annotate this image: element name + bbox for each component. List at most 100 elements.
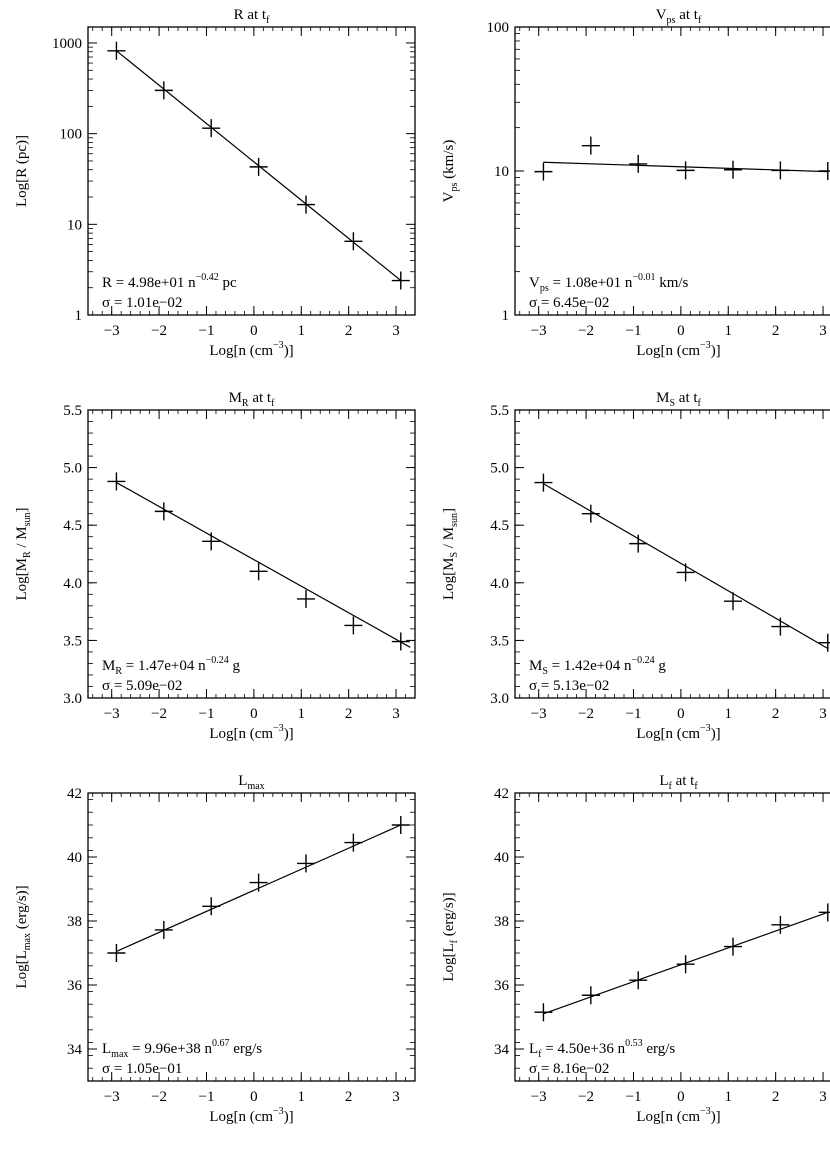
fit-sigma: σ = 8.16e−02 [529,1061,609,1077]
data-point [534,1003,553,1022]
y-tick-label: 10 [494,164,509,180]
data-point [629,971,648,990]
plot-frame [514,409,830,699]
x-tick-label: 1 [725,323,733,339]
chart-panel-4: −3 −2 −1 0 1 2 3 3.0 3.5 4.0 4.5 5.0 5.5 MS at tf Log[… [441,390,830,742]
data-point [391,271,410,290]
data-point [107,944,126,962]
y-tick-label: 100 [60,127,83,143]
chart-title: Lf at tf [659,773,698,792]
data-point [297,195,315,214]
x-tick-label: −1 [625,1089,641,1105]
x-axis-label: Log[n (cm−3)] [636,723,720,742]
plot-frame [87,409,416,699]
fit-equation: Lmax = 9.96e+38 n0.67 erg/s [102,1038,262,1060]
chart-title: Vps at tf [656,7,702,26]
fit-equation: MR = 1.47e+04 n−0.24 g [102,655,240,677]
data-point [676,955,695,974]
chart-panel-6: −3 −2 −1 0 1 2 3 34 36 38 40 42 Lf at tf Log[n (cm−3)… [441,773,830,1125]
data-point [202,897,221,916]
data-point [581,136,600,155]
x-tick-label: 3 [819,706,827,722]
x-tick-label: 3 [392,323,400,339]
y-axis-label: Log[R (pc)] [14,135,30,207]
x-axis-label: Log[n (cm−3)] [209,1106,293,1125]
x-axis-label: Log[n (cm−3)] [209,723,293,742]
y-tick-label: 3.0 [63,691,82,707]
x-axis-label: Log[n (cm−3)] [636,1106,720,1125]
fit-sigma: σ = 5.09e−02 [102,678,182,694]
chart-panel-2: −3 −2 −1 0 1 2 3 1 10 100 Vps at tf Log[n (cm−3)] Vp… [441,7,830,359]
data-point [344,232,363,251]
x-tick-label: 0 [250,706,258,722]
y-axis-label: Log[MS / Msun] [441,508,460,600]
chart-panel-5: −3 −2 −1 0 1 2 3 34 36 38 40 42 Lmax Log[n (cm−3)] Log… [14,773,416,1125]
y-tick-label: 40 [494,850,509,866]
data-point [724,592,742,611]
plot-frame [514,792,830,1082]
x-tick-label: −2 [578,1089,594,1105]
x-tick-label: −3 [104,1089,120,1105]
fit-equation: Lf = 4.50e+36 n0.53 erg/s [529,1038,675,1060]
y-tick-label: 40 [67,850,82,866]
x-tick-label: 0 [250,1089,258,1105]
data-point [818,633,830,652]
x-tick-label: 1 [298,323,306,339]
x-tick-label: 1 [298,1089,306,1105]
x-tick-label: 3 [392,706,400,722]
x-tick-label: −3 [531,706,547,722]
y-tick-label: 1 [75,308,83,324]
x-axis-label: Log[n (cm−3)] [636,340,720,359]
x-tick-label: −1 [198,706,214,722]
data-point [202,532,221,551]
y-tick-label: 38 [494,914,509,930]
data-point [534,162,553,181]
data-point [724,937,742,956]
x-tick-label: −1 [198,1089,214,1105]
y-tick-label: 4.5 [490,518,509,534]
y-tick-label: 42 [67,786,82,802]
y-tick-label: 42 [494,786,509,802]
x-tick-label: 0 [677,323,685,339]
x-tick-label: −2 [151,1089,167,1105]
x-axis-label: Log[n (cm−3)] [209,340,293,359]
data-point [771,915,790,934]
x-tick-label: −2 [578,323,594,339]
y-tick-label: 3.5 [490,633,509,649]
fit-line [116,482,411,648]
y-tick-label: 100 [487,20,510,36]
data-point [581,504,600,523]
data-point [107,472,126,491]
x-tick-label: −1 [625,323,641,339]
data-point [676,161,695,180]
x-tick-label: 2 [345,323,353,339]
chart-panel-1: −3 −2 −1 0 1 2 3 1 10 100 1000 R at tf Log[n (cm−3)]… [14,7,416,359]
x-tick-label: 3 [392,1089,400,1105]
x-tick-label: −2 [151,323,167,339]
data-point [249,873,268,892]
x-tick-label: 0 [677,706,685,722]
data-point [724,160,742,179]
data-point [297,854,315,873]
y-tick-label: 3.5 [63,633,82,649]
data-point [107,41,126,60]
y-tick-label: 5.5 [490,403,509,419]
data-point [818,162,830,180]
chart-title: R at tf [234,7,271,26]
x-tick-label: 2 [345,706,353,722]
plot-frame [87,26,416,316]
data-point [771,617,790,636]
y-tick-label: 4.0 [490,576,509,592]
y-axis-label: Log[Lmax (erg/s)] [14,885,33,988]
x-tick-label: 2 [772,1089,780,1105]
x-tick-label: −3 [531,1089,547,1105]
y-tick-label: 34 [67,1042,83,1058]
x-tick-label: 3 [819,1089,827,1105]
x-tick-label: −1 [625,706,641,722]
x-tick-label: 2 [345,1089,353,1105]
data-point [154,920,173,939]
data-point [249,157,268,176]
data-point [629,534,648,553]
x-tick-label: −2 [151,706,167,722]
